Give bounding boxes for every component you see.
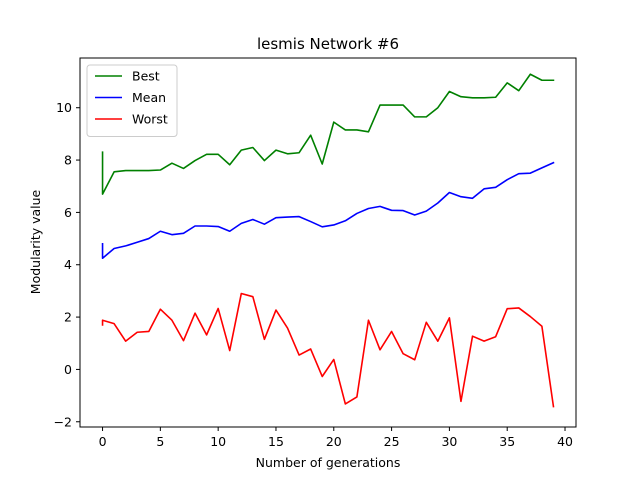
legend-label-mean: Mean: [132, 90, 166, 105]
x-tick-label: 5: [156, 434, 164, 449]
x-tick-label: 15: [268, 434, 284, 449]
x-tick-label: 35: [499, 434, 515, 449]
x-tick-label: 30: [441, 434, 457, 449]
series-line-best: [101, 73, 555, 195]
x-tick-label: 20: [326, 434, 342, 449]
x-axis-ticks: 0 5 10 15 20 25 30 35 40: [99, 427, 573, 449]
y-tick-label: 2: [64, 310, 72, 325]
legend-label-worst: Worst: [132, 112, 168, 127]
x-tick-label: 10: [210, 434, 226, 449]
x-tick-label: 0: [99, 434, 107, 449]
legend-label-best: Best: [132, 69, 160, 84]
y-axis-ticks: −2 0 2 4 6 8 10: [54, 100, 80, 429]
legend: Best Mean Worst: [86, 64, 178, 137]
y-tick-label: −2: [54, 414, 72, 429]
x-tick-label: 40: [557, 434, 573, 449]
y-axis-label: Modularity value: [28, 189, 43, 294]
y-tick-label: 8: [64, 153, 72, 168]
y-tick-label: 0: [64, 362, 72, 377]
y-tick-label: 10: [56, 100, 72, 115]
x-tick-label: 25: [384, 434, 400, 449]
y-tick-label: 6: [64, 205, 72, 220]
series-line-mean: [101, 161, 555, 260]
chart-title: lesmis Network #6: [257, 35, 399, 53]
axes-frame: [79, 57, 577, 428]
series-line-worst: [101, 292, 555, 408]
y-tick-label: 4: [64, 257, 72, 272]
x-axis-label: Number of generations: [256, 455, 401, 470]
plot-area: [101, 73, 555, 408]
